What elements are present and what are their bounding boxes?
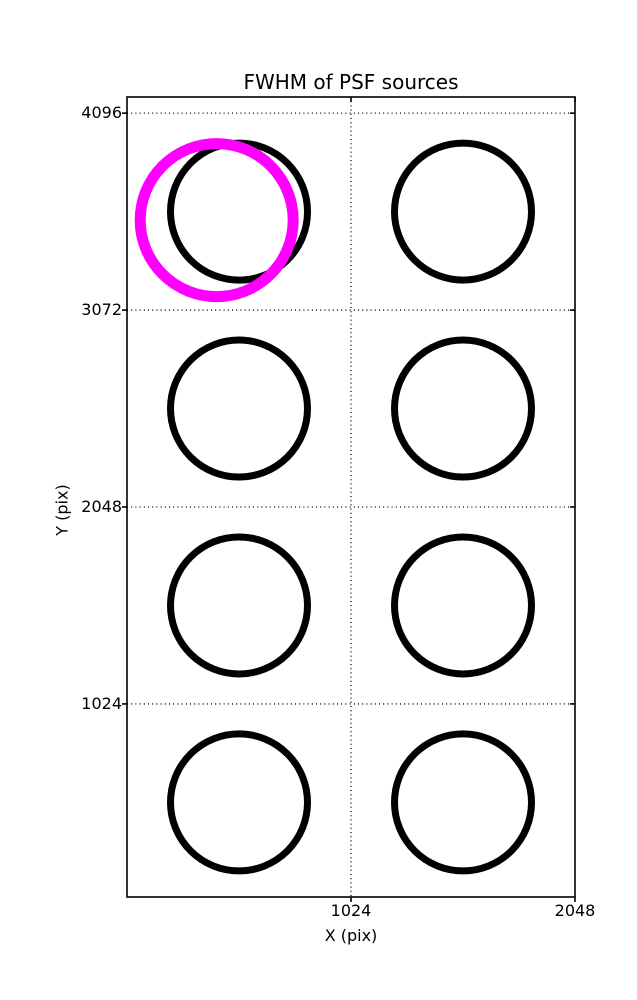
axes-spines [126, 96, 576, 898]
psf-sources-circle [391, 139, 535, 284]
psf-sources-circle [167, 730, 311, 875]
y-tick-label: 3072 [81, 300, 122, 320]
x-tick-label: 1024 [330, 901, 372, 920]
psf-sources-circle [391, 730, 535, 875]
highlighted-source-circle [134, 138, 299, 303]
chart-title: FWHM of PSF sources [243, 70, 459, 94]
y-tick-label: 1024 [81, 693, 122, 713]
x-axis-label: X (pix) [324, 926, 378, 945]
psf-sources-circle [167, 533, 311, 678]
psf-sources-circle [391, 336, 535, 481]
x-tick-label: 2048 [554, 901, 596, 920]
y-tick-label: 2048 [81, 497, 122, 516]
psf-sources-circle [391, 533, 535, 678]
psf-sources-circle [167, 336, 311, 481]
y-tick-label: 4096 [81, 103, 122, 123]
